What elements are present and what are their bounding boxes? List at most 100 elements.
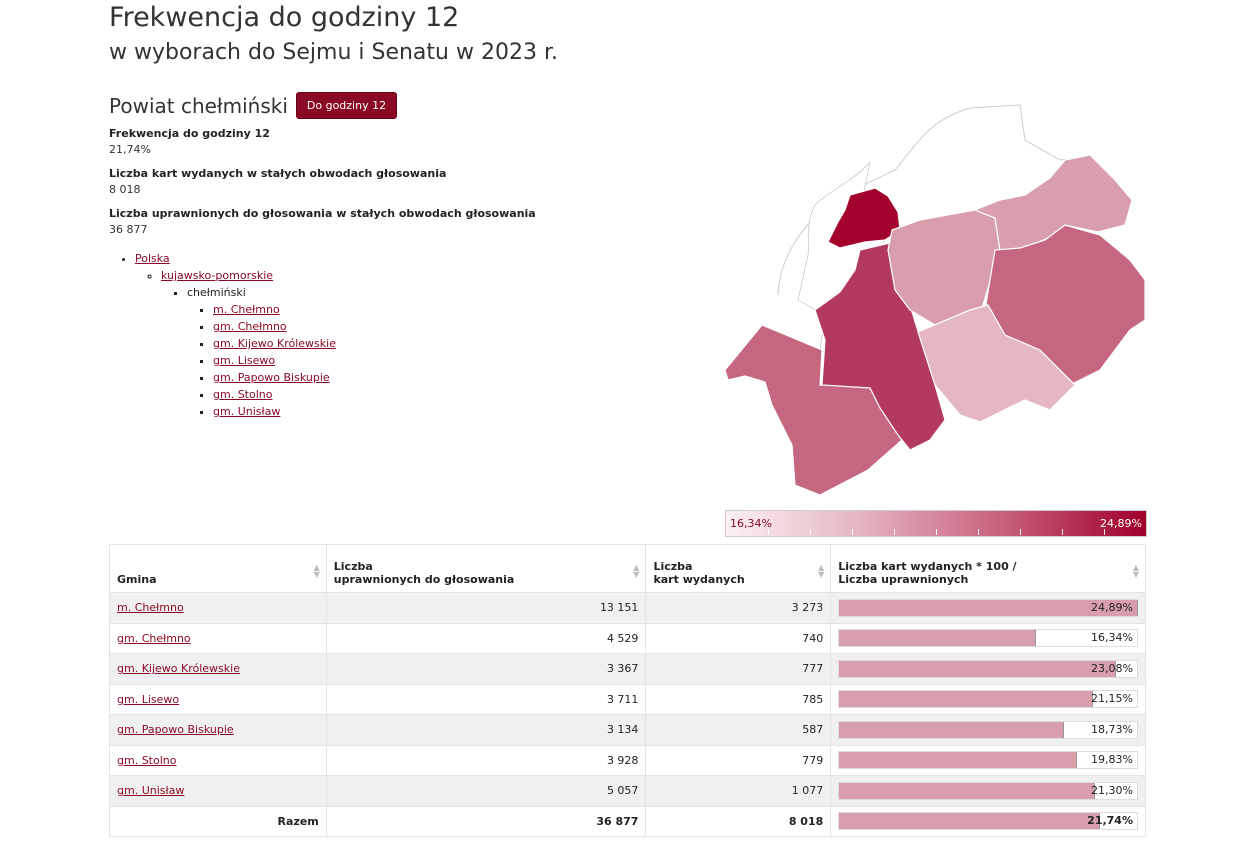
- col-header-eligible[interactable]: Liczba uprawnionych do głosowania ▲ ▼: [325, 544, 647, 593]
- tree-link-gmina[interactable]: m. Chełmno: [213, 303, 280, 316]
- col-header-turnout-label-1: Liczba kart wydanych * 100 /: [838, 560, 1017, 573]
- sort-icon: ▲ ▼: [1132, 563, 1139, 579]
- legend-tick: [852, 529, 853, 535]
- stat-turnout-value: 21,74%: [109, 143, 151, 156]
- tree-link-gmina[interactable]: gm. Unisław: [213, 405, 281, 418]
- cards-cell: 740: [645, 622, 832, 654]
- turnout-cell: 18,73%: [830, 714, 1146, 746]
- sort-icon: ▲ ▼: [313, 563, 320, 579]
- tree-link-gmina[interactable]: gm. Chełmno: [213, 320, 287, 333]
- results-table: Gmina ▲ ▼ Liczba uprawnionych do głosowan…: [109, 544, 1146, 837]
- map-gmina-unislaw[interactable]: [814, 242, 946, 451]
- turnout-pct: 16,34%: [1091, 631, 1133, 645]
- legend-tick: [1062, 529, 1063, 535]
- map-gmina-m-chelmno[interactable]: [827, 187, 901, 249]
- legend-tick: [768, 529, 769, 535]
- gmina-link[interactable]: gm. Lisewo: [117, 692, 180, 706]
- turnout-cell: 16,34%: [830, 622, 1146, 654]
- turnout-pct: 21,74%: [1087, 814, 1133, 828]
- eligible-cell: 4 529: [325, 622, 647, 654]
- stat-eligible-label: Liczba uprawnionych do głosowania w stał…: [109, 207, 536, 220]
- table-row: gm. Unisław 5 057 1 077 21,30%: [109, 775, 1146, 807]
- stat-cards-issued: Liczba kart wydanych w stałych obwodach …: [109, 167, 446, 196]
- total-row: Razem 36 877 8 018 21,74%: [109, 805, 1146, 837]
- gmina-link[interactable]: gm. Papowo Biskupie: [117, 723, 234, 737]
- turnout-bar-mark: [1076, 752, 1078, 769]
- map-neighbor-outline: [777, 104, 1081, 296]
- gmina-link[interactable]: gm. Stolno: [117, 753, 177, 767]
- turnout-bar-fill: [839, 752, 1077, 769]
- county-map: [724, 104, 1146, 496]
- powiat-name: Powiat chełmiński: [109, 93, 288, 118]
- cards-cell: 777: [645, 653, 832, 685]
- turnout-bar: 21,15%: [838, 690, 1138, 709]
- turnout-bar-mark: [1034, 630, 1036, 647]
- hour-select-button[interactable]: Do godziny 12: [295, 92, 398, 119]
- gmina-link[interactable]: gm. Kijewo Królewskie: [117, 662, 240, 676]
- turnout-bar-mark: [1099, 813, 1101, 830]
- page-title: Frekwencja do godziny 12: [109, 2, 460, 33]
- tree-link-polska[interactable]: Polska: [135, 252, 170, 265]
- tree-link-gmina[interactable]: gm. Papowo Biskupie: [213, 371, 330, 384]
- table-row: m. Chełmno 13 151 3 273 24,89%: [109, 592, 1146, 624]
- turnout-cell: 24,89%: [830, 592, 1146, 624]
- turnout-cell: 23,08%: [830, 653, 1146, 685]
- stat-turnout-label: Frekwencja do godziny 12: [109, 127, 270, 140]
- stat-eligible: Liczba uprawnionych do głosowania w stał…: [109, 207, 536, 236]
- tree-link-voivodeship[interactable]: kujawsko-pomorskie: [161, 269, 274, 282]
- turnout-bar-fill: [839, 660, 1116, 677]
- stat-turnout: Frekwencja do godziny 12 21,74%: [109, 127, 270, 156]
- cards-cell: 587: [645, 714, 832, 746]
- col-header-eligible-label-1: Liczba: [333, 560, 373, 573]
- legend-tick: [1104, 529, 1105, 535]
- turnout-pct: 19,83%: [1091, 753, 1133, 767]
- tree-link-gmina[interactable]: gm. Lisewo: [213, 354, 276, 367]
- legend-max: 24,89%: [1100, 517, 1142, 530]
- region-tree: Polska kujawsko-pomorskie chełmiński m. …: [109, 250, 336, 420]
- col-header-gmina[interactable]: Gmina ▲ ▼: [109, 544, 327, 593]
- turnout-bar-mark: [1063, 721, 1065, 738]
- turnout-bar-mark: [1092, 691, 1094, 708]
- turnout-bar-fill: [839, 721, 1064, 738]
- col-header-turnout[interactable]: Liczba kart wydanych * 100 / Liczba upra…: [830, 544, 1146, 593]
- turnout-bar-mark: [1137, 599, 1138, 616]
- turnout-bar: 16,34%: [838, 629, 1138, 648]
- gmina-link[interactable]: gm. Chełmno: [117, 631, 191, 645]
- turnout-bar-fill: [839, 630, 1035, 647]
- col-header-cards[interactable]: Liczba kart wydanych ▲ ▼: [645, 544, 832, 593]
- turnout-bar: 23,08%: [838, 659, 1138, 678]
- col-header-cards-label-1: Liczba: [653, 560, 693, 573]
- turnout-bar: 21,74%: [838, 812, 1138, 831]
- turnout-pct: 23,08%: [1091, 661, 1133, 675]
- cards-cell: 3 273: [645, 592, 832, 624]
- eligible-cell: 3 367: [325, 653, 647, 685]
- legend-tick: [810, 529, 811, 535]
- gmina-link[interactable]: gm. Unisław: [117, 784, 185, 798]
- eligible-cell: 3 711: [325, 683, 647, 715]
- turnout-bar-fill: [839, 691, 1093, 708]
- cards-cell: 779: [645, 744, 832, 776]
- turnout-bar: 21,30%: [838, 781, 1138, 800]
- total-label: Razem: [109, 805, 327, 837]
- stat-cards-value: 8 018: [109, 183, 141, 196]
- tree-link-gmina[interactable]: gm. Kijewo Królewskie: [213, 337, 336, 350]
- tree-link-gmina[interactable]: gm. Stolno: [213, 388, 273, 401]
- turnout-cell: 19,83%: [830, 744, 1146, 776]
- col-header-turnout-label-2: Liczba uprawnionych: [838, 573, 969, 586]
- map-gmina-papowo-upper-notch[interactable]: [917, 304, 1076, 423]
- cards-cell: 785: [645, 683, 832, 715]
- turnout-bar: 18,73%: [838, 720, 1138, 739]
- table-row: gm. Chełmno 4 529 740 16,34%: [109, 622, 1146, 654]
- tree-current-county: chełmiński: [187, 286, 246, 299]
- legend-tick: [1020, 529, 1021, 535]
- gmina-link[interactable]: m. Chełmno: [117, 601, 184, 615]
- table-row: gm. Lisewo 3 711 785 21,15%: [109, 683, 1146, 715]
- stat-eligible-value: 36 877: [109, 223, 148, 236]
- eligible-cell: 3 134: [325, 714, 647, 746]
- table-row: gm. Stolno 3 928 779 19,83%: [109, 744, 1146, 776]
- total-turnout-cell: 21,74%: [830, 805, 1146, 837]
- turnout-pct: 18,73%: [1091, 722, 1133, 736]
- turnout-cell: 21,30%: [830, 775, 1146, 807]
- turnout-bar-fill: [839, 813, 1100, 830]
- powiat-header: Powiat chełmiński Do godziny 12: [109, 92, 398, 119]
